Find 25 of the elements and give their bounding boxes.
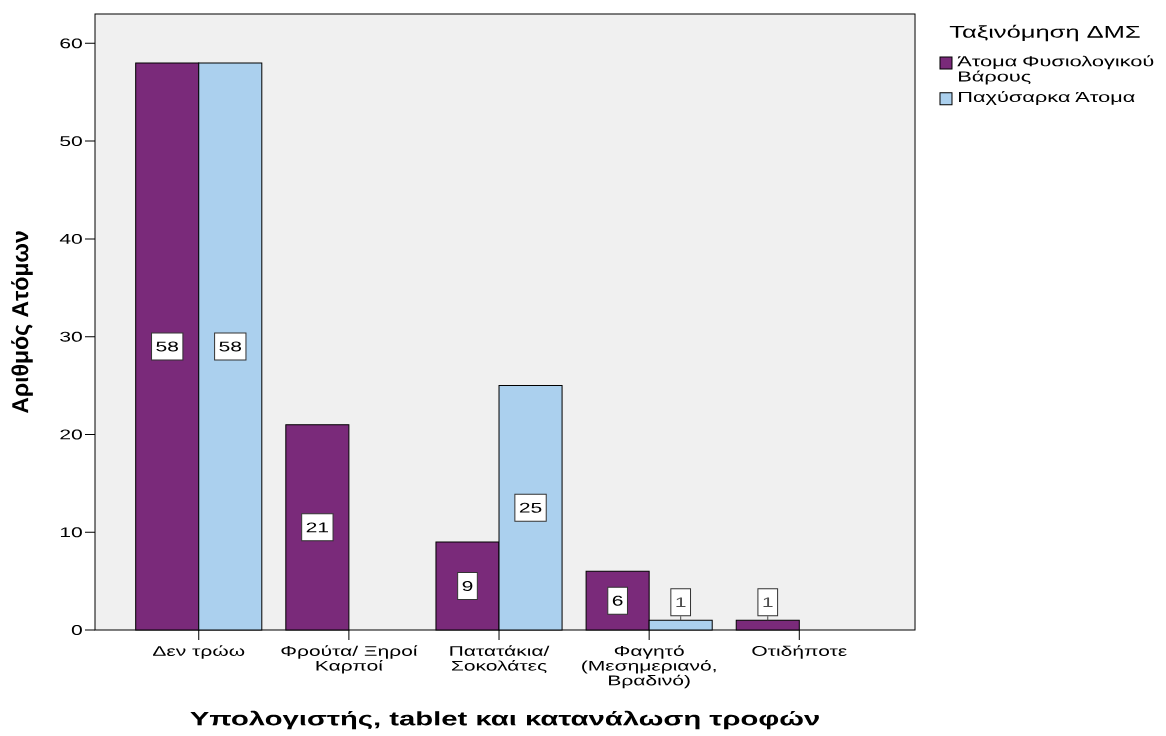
legend-title: Ταξινόμηση ΔΜΣ: [949, 24, 1140, 42]
y-tick-label: 50: [60, 136, 82, 147]
data-label: 58: [219, 341, 242, 352]
x-tick-label: Πατατάκια/ Σοκολάτες: [450, 645, 550, 673]
y-tick-label: 0: [71, 625, 82, 635]
x-axis-title: Υπολογιστής, tablet και κατανάλωση τροφών: [190, 710, 819, 730]
x-tick-label: Οτιδήποτε: [752, 645, 847, 659]
x-tick-label: Δεν τρώω: [153, 645, 245, 659]
data-label: 1: [763, 597, 773, 608]
legend-label: Άτομα Φυσιολογικού Βάρους: [957, 55, 1154, 85]
data-label: 9: [462, 581, 473, 591]
y-tick-label: 60: [60, 38, 82, 49]
data-label: 58: [156, 341, 178, 352]
data-label: 1: [676, 597, 686, 608]
y-tick-label: 10: [60, 527, 82, 538]
x-tick-label: Φρούτα/ Ξηροί Καρποί: [281, 645, 418, 674]
y-tick-label: 40: [59, 233, 82, 244]
legend-label: Παχύσαρκα Άτομα: [959, 90, 1135, 105]
data-label: 21: [306, 522, 328, 533]
x-tick-label: Φαγητό (Μεσημεριανό, Βραδινό): [582, 645, 716, 689]
data-label: 25: [519, 502, 542, 513]
y-axis-title: Αριθμός Ατόμων: [11, 231, 33, 414]
y-tick-label: 20: [60, 429, 82, 440]
data-label: 6: [612, 595, 623, 606]
y-tick-label: 30: [60, 331, 82, 342]
